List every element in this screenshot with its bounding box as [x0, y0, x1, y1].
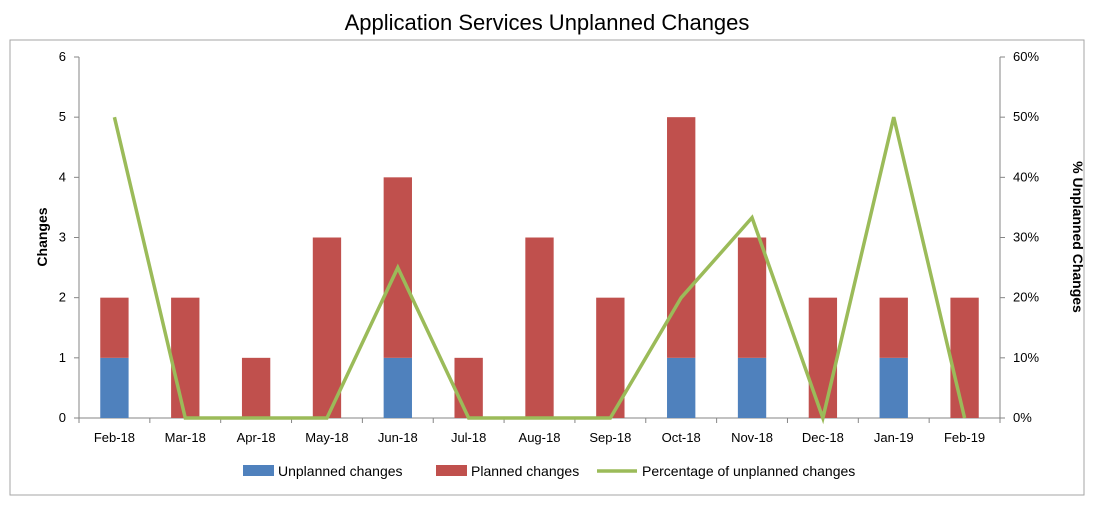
bar-unplanned-changes — [667, 358, 695, 418]
y2-tick-label: 20% — [1013, 290, 1039, 305]
x-tick-label: Aug-18 — [519, 430, 561, 445]
bar-unplanned-changes — [384, 358, 412, 418]
x-tick-label: Sep-18 — [589, 430, 631, 445]
y-tick-label: 6 — [59, 49, 66, 64]
y2-tick-label: 60% — [1013, 49, 1039, 64]
bar-planned-changes — [525, 238, 553, 419]
y-axis-title: Changes — [34, 207, 50, 266]
x-tick-label: Jan-19 — [874, 430, 914, 445]
y-tick-label: 1 — [59, 350, 66, 365]
legend-swatch — [243, 465, 274, 476]
y-tick-label: 4 — [59, 169, 66, 184]
x-tick-label: Apr-18 — [237, 430, 276, 445]
legend-label: Unplanned changes — [278, 463, 403, 479]
x-tick-label: Jul-18 — [451, 430, 486, 445]
x-tick-label: Mar-18 — [165, 430, 206, 445]
bar-planned-changes — [880, 298, 908, 358]
chart-title: Application Services Unplanned Changes — [345, 10, 750, 35]
y-tick-label: 2 — [59, 290, 66, 305]
x-tick-label: Feb-18 — [94, 430, 135, 445]
bar-planned-changes — [667, 117, 695, 358]
y-tick-label: 5 — [59, 109, 66, 124]
x-tick-label: Dec-18 — [802, 430, 844, 445]
legend-swatch — [436, 465, 467, 476]
bar-unplanned-changes — [738, 358, 766, 418]
x-tick-label: Feb-19 — [944, 430, 985, 445]
legend: Unplanned changes Planned changes Percenta… — [243, 463, 855, 479]
x-tick-label: Oct-18 — [662, 430, 701, 445]
y-tick-label: 0 — [59, 410, 66, 425]
legend-label: Planned changes — [471, 463, 579, 479]
y2-tick-label: 10% — [1013, 350, 1039, 365]
legend-label: Percentage of unplanned changes — [642, 463, 855, 479]
y2-axis-title: % Unplanned Changes — [1070, 161, 1086, 313]
bar-planned-changes — [100, 298, 128, 358]
y2-tick-label: 30% — [1013, 230, 1039, 245]
x-tick-label: Jun-18 — [378, 430, 418, 445]
bar-unplanned-changes — [100, 358, 128, 418]
y2-tick-label: 0% — [1013, 410, 1032, 425]
x-tick-label: Nov-18 — [731, 430, 773, 445]
y2-tick-label: 50% — [1013, 109, 1039, 124]
bar-planned-changes — [809, 298, 837, 418]
bar-planned-changes — [738, 238, 766, 358]
y-tick-label: 3 — [59, 230, 66, 245]
bar-planned-changes — [950, 298, 978, 418]
bar-planned-changes — [313, 238, 341, 419]
y2-tick-label: 40% — [1013, 169, 1039, 184]
bar-planned-changes — [242, 358, 270, 418]
bar-unplanned-changes — [880, 358, 908, 418]
bar-planned-changes — [171, 298, 199, 418]
bar-planned-changes — [454, 358, 482, 418]
x-tick-label: May-18 — [305, 430, 348, 445]
